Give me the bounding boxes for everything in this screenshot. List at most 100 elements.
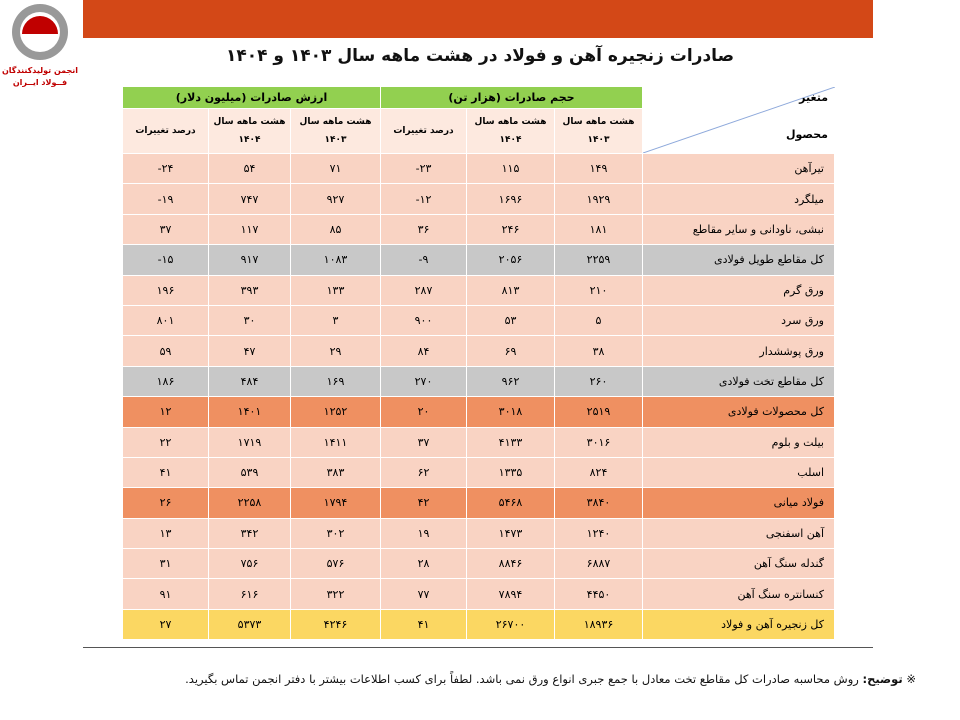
value-cell: ۱۰۸۳	[290, 244, 381, 276]
value-cell: ۲۲	[122, 426, 209, 458]
value-cell: ۲۸۷	[380, 274, 467, 306]
value-cell: ۲۶	[122, 487, 209, 519]
value-cell: ۴۱	[122, 456, 209, 489]
data-row: کل مقاطع تخت فولادی ۲۶۰ ۹۶۲ ۲۷۰ ۱۶۹ ۴۸۴ ۱۸۶	[122, 365, 835, 398]
data-row: کنسانتره سنگ آهن ۴۴۵۰ ۷۸۹۴ ۷۷ ۳۲۲ ۶۱۶ ۹۱	[122, 578, 835, 610]
value-cell: ۷۸۹۴	[466, 578, 555, 610]
value-cell: ۱۹-	[122, 183, 209, 215]
value-cell: ۵۳۷۳	[208, 608, 291, 641]
value-cell: ۲۷۰	[380, 365, 467, 398]
value-cell: ۱۱۵	[466, 152, 555, 185]
value-cell: ۸۲۴	[554, 456, 643, 489]
product-cell: تیرآهن	[642, 152, 835, 185]
value-cell: ۴۱	[380, 608, 467, 641]
value-cell: ۲۲۵۹	[554, 244, 643, 276]
corner-cell: متغیر محصول	[642, 86, 835, 154]
logo-mark	[12, 4, 68, 60]
title: صادرات زنجیره آهن و فولاد در هشت ماهه سا…	[225, 46, 734, 66]
value-cell: ۱۵-	[122, 244, 209, 276]
note-text: روش محاسبه صادرات کل مقاطع تخت معادل با …	[185, 672, 859, 686]
header-bar	[83, 0, 873, 38]
value-cell: ۱۳۳۵	[466, 456, 555, 489]
value-cell: ۱۳	[122, 517, 209, 550]
value-cell: ۷۴۷	[208, 183, 291, 215]
product-cell: گندله سنگ آهن	[642, 548, 835, 580]
value-cell: ۲۱۰	[554, 274, 643, 306]
value-cell: ۳۴۲	[208, 517, 291, 550]
value-cell: ۳۰	[208, 304, 291, 337]
value-cell: ۵	[554, 304, 643, 337]
data-row: اسلب ۸۲۴ ۱۳۳۵ ۶۲ ۳۸۳ ۵۳۹ ۴۱	[122, 456, 835, 489]
value-cell: ۱۶۹	[290, 365, 381, 398]
value-cell: ۷۷	[380, 578, 467, 610]
value-cell: ۳۲۲	[290, 578, 381, 610]
product-cell: کل مقاطع تخت فولادی	[642, 365, 835, 398]
value-cell: ۲۶۰	[554, 365, 643, 398]
diagonal	[643, 87, 835, 153]
value-cell: ۹۱۷	[208, 244, 291, 276]
sub-header: هشت ماهه سال ۱۴۰۳	[554, 108, 643, 154]
footnote: ※ توضیح: روش محاسبه صادرات کل مقاطع تخت …	[40, 672, 916, 686]
value-cell: ۲۳-	[380, 152, 467, 185]
product-cell: فولاد میانی	[642, 487, 835, 519]
value-cell: ۳۶	[380, 213, 467, 246]
sub-header: درصد تغییرات	[380, 108, 467, 154]
logo: انجمن تولیدکنندگان فــولاد ایــران	[0, 0, 80, 100]
divider	[83, 647, 873, 648]
data-row: نبشی، ناودانی و سایر مقاطع ۱۸۱ ۲۴۶ ۳۶ ۸۵ ۱۱۷ ۳…	[122, 213, 835, 246]
value-cell: ۵۷۶	[290, 548, 381, 580]
data-row: ورق پوششدار ۳۸ ۶۹ ۸۴ ۲۹ ۴۷ ۵۹	[122, 335, 835, 367]
value-cell: ۳۸۴۰	[554, 487, 643, 519]
value-cell: ۳۹۳	[208, 274, 291, 306]
product-cell: ورق پوششدار	[642, 335, 835, 367]
group-header: حجم صادرات (هزار تن)	[380, 86, 643, 109]
data-row: ورق گرم ۲۱۰ ۸۱۳ ۲۸۷ ۱۳۳ ۳۹۳ ۱۹۶	[122, 274, 835, 306]
value-cell: ۲۵۱۹	[554, 396, 643, 428]
value-cell: ۳۰۲	[290, 517, 381, 550]
value-cell: ۴۴۵۰	[554, 578, 643, 610]
value-cell: ۲۴-	[122, 152, 209, 185]
product-cell: کل زنجیره آهن و فولاد	[642, 608, 835, 641]
product-cell: بیلت و بلوم	[642, 426, 835, 458]
data-row: کل محصولات فولادی ۲۵۱۹ ۳۰۱۸ ۲۰ ۱۲۵۲ ۱۴۰۱ ۱۲	[122, 396, 835, 428]
value-cell: ۱۳۳	[290, 274, 381, 306]
value-cell: ۸۰۱	[122, 304, 209, 337]
value-cell: ۲۹	[290, 335, 381, 367]
sub-header: هشت ماهه سال ۱۴۰۳	[290, 108, 381, 154]
value-cell: ۳۰۱۶	[554, 426, 643, 458]
value-cell: ۳۱	[122, 548, 209, 580]
data-row: میلگرد ۱۹۲۹ ۱۶۹۶ ۱۲- ۹۲۷ ۷۴۷ ۱۹-	[122, 183, 835, 215]
group-header: ارزش صادرات (میلیون دلار)	[122, 86, 381, 109]
value-cell: ۶۹	[466, 335, 555, 367]
value-cell: ۹-	[380, 244, 467, 276]
value-cell: ۴۸۴	[208, 365, 291, 398]
value-cell: ۳۷	[122, 213, 209, 246]
logo-line: انجمن تولیدکنندگان	[1, 66, 79, 75]
data-row: فولاد میانی ۳۸۴۰ ۵۴۶۸ ۴۲ ۱۷۹۴ ۲۲۵۸ ۲۶	[122, 487, 835, 519]
value-cell: ۶۸۸۷	[554, 548, 643, 580]
value-cell: ۴۱۳۳	[466, 426, 555, 458]
value-cell: ۱۷۹۴	[290, 487, 381, 519]
value-cell: ۵۴	[208, 152, 291, 185]
sub-header-row: هشت ماهه سال ۱۴۰۳ هشت ماهه سال ۱۴۰۴ درصد ت…	[122, 108, 835, 154]
group-header-row: متغیر محصول حجم صادرات (هزار تن) ارزش صا…	[122, 86, 835, 154]
value-cell: ۳	[290, 304, 381, 337]
value-cell: ۱۸۹۳۶	[554, 608, 643, 641]
value-cell: ۹۲۷	[290, 183, 381, 215]
value-cell: ۱۹۶	[122, 274, 209, 306]
value-cell: ۵۳	[466, 304, 555, 337]
note-label: توضیح:	[862, 672, 903, 686]
value-cell: ۱۲-	[380, 183, 467, 215]
value-cell: ۸۸۴۶	[466, 548, 555, 580]
value-cell: ۴۲	[380, 487, 467, 519]
product-cell: کنسانتره سنگ آهن	[642, 578, 835, 610]
corner-top: متغیر	[799, 91, 828, 104]
value-cell: ۵۴۶۸	[466, 487, 555, 519]
value-cell: ۲۰	[380, 396, 467, 428]
value-cell: ۱۸۱	[554, 213, 643, 246]
product-cell: کل مقاطع طویل فولادی	[642, 244, 835, 276]
value-cell: ۲۰۵۶	[466, 244, 555, 276]
value-cell: ۱۲۴۰	[554, 517, 643, 550]
value-cell: ۱۸۶	[122, 365, 209, 398]
product-cell: آهن اسفنجی	[642, 517, 835, 550]
